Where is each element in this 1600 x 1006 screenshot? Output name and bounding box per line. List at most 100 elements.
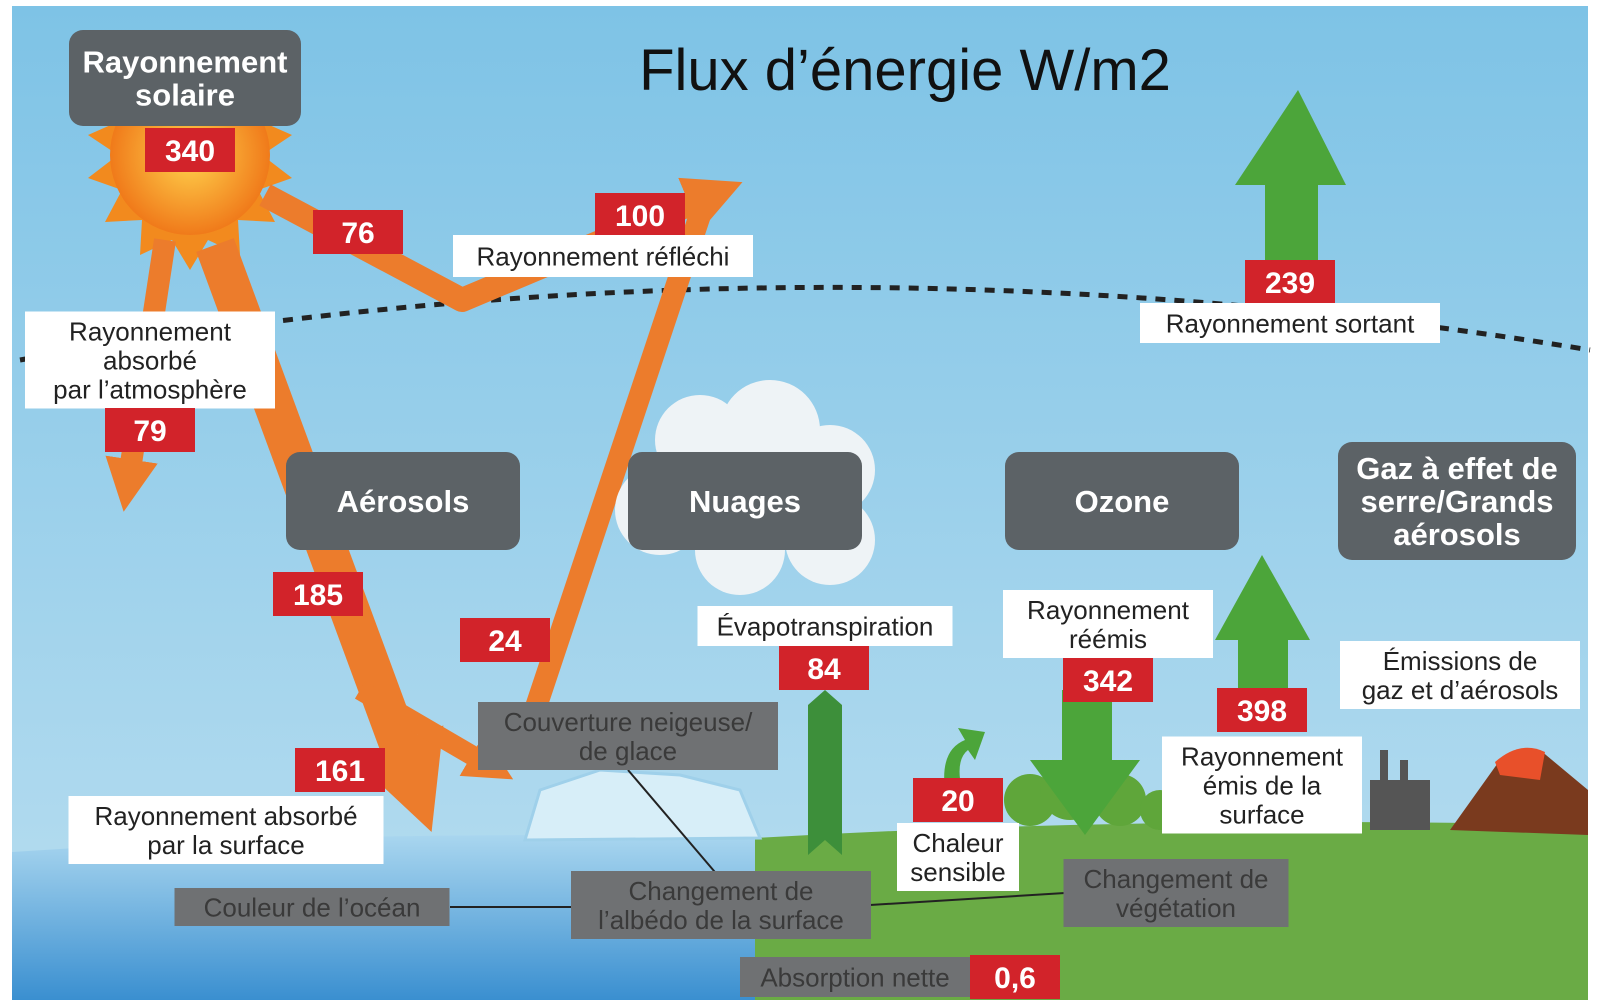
evapotranspiration-label-line: Évapotranspiration — [717, 611, 934, 641]
reflected-value: 100 — [595, 193, 685, 237]
net-absorption-value-line: 0,6 — [994, 962, 1036, 995]
reemitted-value-line: 342 — [1083, 665, 1133, 698]
albedo-box-text: Changement del’albédo de la surface — [598, 876, 844, 935]
title: Flux d’énergie W/m2 — [639, 38, 1171, 103]
to-surface-value-line: 185 — [293, 579, 343, 612]
atm-absorbed-value-text: 79 — [133, 415, 166, 448]
greenhouse-box-line: Gaz à effet de — [1356, 451, 1558, 486]
atm-absorbed-label: Rayonnementabsorbépar l’atmosphère — [25, 312, 275, 409]
emissions-label-line: gaz et d’aérosols — [1362, 675, 1559, 705]
diagram: Flux d’énergie W/m2 Rayonnementsolaire34… — [0, 0, 1600, 1006]
albedo-box-line: l’albédo de la surface — [598, 905, 844, 935]
solar-label-line: solaire — [135, 78, 235, 113]
surface-emitted-label-line: Rayonnement — [1181, 741, 1344, 771]
solar-label-line: Rayonnement — [83, 45, 288, 80]
clouds-box-line: Nuages — [689, 484, 801, 519]
outgoing-label: Rayonnement sortant — [1140, 303, 1440, 343]
reflected-value-text: 100 — [615, 200, 665, 233]
ocean-color-box-text: Couleur de l’océan — [204, 892, 421, 922]
reflected-label-line: Rayonnement réfléchi — [477, 241, 730, 271]
reemitted-label-line: Rayonnement — [1027, 595, 1190, 625]
outgoing-value-text: 239 — [1265, 267, 1315, 300]
ozone-box-text: Ozone — [1075, 484, 1170, 519]
evapotranspiration-value-line: 84 — [807, 653, 841, 686]
greenhouse-box-line: serre/Grands — [1361, 484, 1554, 519]
surface-reflected-value: 24 — [460, 618, 550, 662]
clouds-box: Nuages — [628, 452, 862, 550]
outgoing-value: 239 — [1245, 260, 1335, 304]
ocean-color-box-line: Couleur de l’océan — [204, 892, 421, 922]
reflected-atm-value-text: 76 — [341, 217, 374, 250]
surface-reflected-value-line: 24 — [488, 625, 522, 658]
surface-absorbed-label-line: par la surface — [147, 830, 305, 860]
outgoing-value-line: 239 — [1265, 267, 1315, 300]
sensible-heat-label-line: sensible — [910, 857, 1005, 887]
aerosols-box-line: Aérosols — [337, 484, 470, 519]
net-absorption-label-line: Absorption nette — [760, 962, 949, 992]
atm-absorbed-label-line: Rayonnement — [69, 316, 232, 346]
sensible-heat-value-text: 20 — [941, 785, 974, 818]
surface-emitted-value-text: 398 — [1237, 695, 1287, 728]
surface-emitted-value: 398 — [1217, 688, 1307, 732]
net-absorption-label: Absorption nette — [740, 957, 970, 997]
evapotranspiration-label-text: Évapotranspiration — [717, 611, 934, 641]
ozone-box-line: Ozone — [1075, 484, 1170, 519]
surface-absorbed-value-line: 161 — [315, 755, 365, 788]
outgoing-label-line: Rayonnement sortant — [1166, 308, 1415, 338]
emissions-label-line: Émissions de — [1383, 646, 1538, 676]
reflected-atm-value-line: 76 — [341, 217, 374, 250]
reflected-atm-value: 76 — [313, 210, 403, 254]
evapotranspiration-value-text: 84 — [807, 653, 841, 686]
aerosols-box: Aérosols — [286, 452, 520, 550]
reemitted-value: 342 — [1063, 658, 1153, 702]
aerosols-box-text: Aérosols — [337, 484, 470, 519]
net-absorption-value-text: 0,6 — [994, 962, 1036, 995]
snow-ice-box: Couverture neigeuse/de glace — [478, 702, 778, 770]
reflected-label-text: Rayonnement réfléchi — [477, 241, 730, 271]
outgoing-label-text: Rayonnement sortant — [1166, 308, 1415, 338]
surface-reflected-value-text: 24 — [488, 625, 522, 658]
vegetation-box-line: végétation — [1116, 893, 1236, 923]
net-absorption-value: 0,6 — [970, 955, 1060, 999]
solar-value-line: 340 — [165, 135, 215, 168]
sensible-heat-value-line: 20 — [941, 785, 974, 818]
atm-absorbed-label-line: absorbé — [103, 345, 197, 375]
clouds-box-text: Nuages — [689, 484, 801, 519]
ozone-box: Ozone — [1005, 452, 1239, 550]
reflected-label: Rayonnement réfléchi — [453, 235, 753, 277]
vegetation-box-line: Changement de — [1083, 864, 1268, 894]
albedo-box-line: Changement de — [628, 876, 813, 906]
sensible-heat-value: 20 — [913, 778, 1003, 822]
solar-value-text: 340 — [165, 135, 215, 168]
surface-absorbed-value-text: 161 — [315, 755, 365, 788]
surface-emitted-label-line: émis de la — [1203, 770, 1322, 800]
sensible-heat-label-line: Chaleur — [912, 828, 1003, 858]
surface-absorbed-value: 161 — [295, 748, 385, 792]
surface-absorbed-label-line: Rayonnement absorbé — [94, 801, 357, 831]
to-surface-value: 185 — [273, 572, 363, 616]
solar-value: 340 — [145, 128, 235, 172]
solar-label: Rayonnementsolaire — [69, 30, 301, 126]
snow-ice-box-line: de glace — [579, 736, 677, 766]
reflected-value-line: 100 — [615, 200, 665, 233]
surface-absorbed-label: Rayonnement absorbépar la surface — [69, 796, 384, 864]
atm-absorbed-value-line: 79 — [133, 415, 166, 448]
atm-absorbed-value: 79 — [105, 408, 195, 452]
evapotranspiration-label: Évapotranspiration — [698, 606, 953, 646]
surface-emitted-value-line: 398 — [1237, 695, 1287, 728]
snow-ice-box-line: Couverture neigeuse/ — [504, 707, 753, 737]
atm-absorbed-label-line: par l’atmosphère — [53, 374, 247, 404]
to-surface-value-text: 185 — [293, 579, 343, 612]
reemitted-label-line: réémis — [1069, 624, 1147, 654]
surface-emitted-label-line: surface — [1219, 799, 1304, 829]
sensible-heat-label-text: Chaleursensible — [910, 828, 1005, 887]
reemitted-value-text: 342 — [1083, 665, 1133, 698]
